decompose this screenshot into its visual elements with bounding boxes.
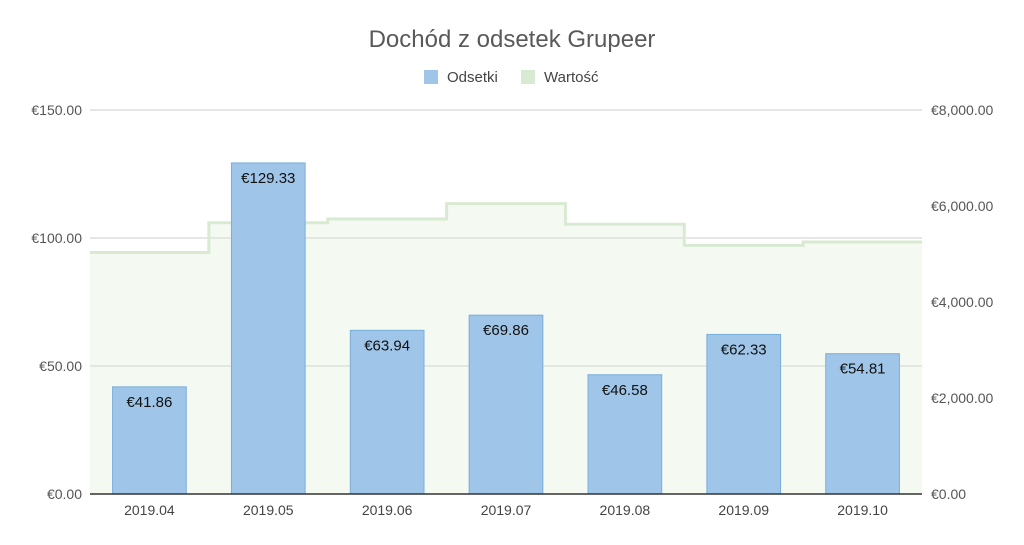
axes: €0.00 €50.00 €100.00 €150.00 €0.00 €2,000.00 €… [31, 102, 993, 518]
bar-data-label: €46.58 [602, 382, 648, 399]
legend-label-odsetki: Odsetki [447, 69, 498, 86]
bar [825, 353, 900, 495]
bar [468, 314, 544, 495]
bar [587, 374, 663, 495]
x-tick-label: 2019.04 [124, 502, 175, 518]
y-tick-label-left: €0.00 [47, 486, 82, 502]
bar [706, 333, 782, 495]
bar [230, 162, 306, 495]
x-tick-label: 2019.07 [481, 502, 532, 518]
y-tick-label-right: €4,000.00 [931, 294, 993, 310]
bar-data-label: €69.86 [483, 322, 529, 339]
legend-label-wartosc: Wartość [544, 69, 599, 86]
legend: Odsetki Wartość [424, 69, 599, 86]
y-tick-label-right: €6,000.00 [931, 198, 993, 214]
chart-title: Dochód z odsetek Grupeer [369, 26, 656, 53]
bar-data-label: €63.94 [364, 337, 410, 354]
bar [112, 386, 187, 495]
x-tick-label: 2019.10 [837, 502, 888, 518]
y-tick-label-right: €8,000.00 [931, 102, 993, 118]
y-tick-label-right: €2,000.00 [931, 390, 993, 406]
y-tick-label-right: €0.00 [931, 486, 966, 502]
bar-series: €41.86 €129.33 €63.94 €69.86 €46.58 €62.33 €54… [112, 162, 900, 495]
x-tick-label: 2019.09 [718, 502, 769, 518]
bar-data-label: €54.81 [840, 361, 886, 378]
y-tick-label-left: €150.00 [31, 102, 82, 118]
y-tick-label-left: €50.00 [39, 358, 82, 374]
legend-swatch-odsetki [424, 70, 438, 84]
x-tick-label: 2019.08 [600, 502, 651, 518]
bar [349, 329, 425, 495]
x-tick-label: 2019.05 [243, 502, 294, 518]
x-tick-label: 2019.06 [362, 502, 413, 518]
value-step-line [90, 202, 922, 255]
bar-data-label: €62.33 [721, 341, 767, 358]
bar-data-label: €129.33 [241, 170, 295, 187]
legend-swatch-wartosc [521, 70, 535, 84]
y-tick-label-left: €100.00 [31, 230, 82, 246]
bar-data-label: €41.86 [126, 394, 172, 411]
